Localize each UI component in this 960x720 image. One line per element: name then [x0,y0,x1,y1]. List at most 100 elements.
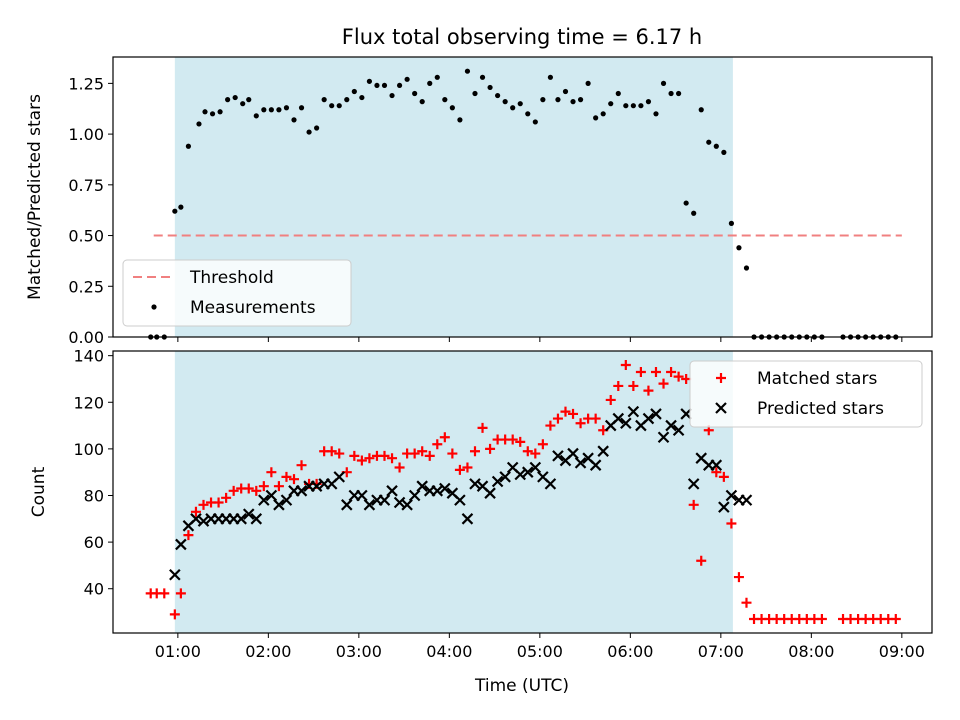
data-point [250,513,263,525]
data-point [673,371,684,382]
data-point [477,422,488,433]
data-point [544,478,557,490]
data-point [298,105,305,111]
data-point [169,609,180,620]
x-tick-label: 03:00 [336,642,382,661]
x-tick-label: 06:00 [607,642,653,661]
x-tick-label: 09:00 [879,642,925,661]
data-point [374,82,380,89]
data-point [593,115,599,121]
data-point [336,103,342,109]
data-point [349,450,360,461]
data-point [198,499,209,510]
data-point [235,513,247,525]
data-point [442,97,448,103]
y-tick-label: 1.00 [68,125,104,144]
data-point [570,99,576,105]
data-point [710,459,723,471]
data-point [276,107,282,113]
data-point [209,111,216,117]
data-point [326,446,337,457]
data-point [495,92,501,99]
data-point [344,97,350,103]
data-point [424,450,435,461]
data-point [389,92,395,99]
data-point [159,588,170,599]
x-tick-label: 02:00 [245,642,291,661]
data-point [653,111,659,117]
data-point [635,366,646,377]
data-point [351,88,357,95]
data-point [314,125,320,131]
legend-measurements-swatch [151,304,157,310]
data-point [243,483,254,494]
data-point [597,445,609,457]
data-point [680,408,692,420]
y-tick-label: 1.25 [68,74,104,93]
data-point [412,90,418,97]
legend-matched-swatch [716,373,726,383]
y-tick-label: 0.50 [68,227,104,246]
data-point [743,265,750,271]
data-point [658,378,669,389]
data-point [457,117,463,123]
data-point [721,149,727,155]
data-point [217,109,223,115]
data-point [228,485,239,496]
data-point [706,139,712,145]
data-point [575,418,586,429]
data-point [545,420,556,431]
data-point [175,538,187,551]
data-point [484,487,496,499]
data-point [273,481,284,492]
data-point [464,68,471,74]
data-point [627,405,640,418]
data-point [668,90,674,97]
data-point [253,113,259,119]
data-point [416,480,428,492]
chart-title: Flux total observing time = 6.17 h [342,25,702,49]
data-point [620,417,632,430]
data-point [529,461,542,474]
x-tick-label: 01:00 [155,642,201,661]
data-point [726,518,737,529]
data-point [225,97,231,103]
data-point [469,446,480,457]
data-point [728,220,734,226]
data-point [589,459,602,471]
data-point [485,443,496,454]
data-point [439,482,451,495]
data-point [454,494,466,506]
y-tick-label: 40 [84,580,104,599]
data-point [281,471,292,482]
data-point [242,508,255,520]
data-point [432,439,443,450]
data-point [381,82,388,89]
data-point [213,497,224,508]
data-point [605,394,616,405]
data-point [175,588,186,599]
legend-threshold-label: Threshold [189,268,274,288]
data-point [404,76,410,82]
data-point [525,111,531,117]
data-point [306,129,312,135]
data-point [419,99,425,105]
data-point [447,448,458,459]
data-point [638,103,644,109]
data-point [329,103,335,109]
data-point [725,489,738,502]
data-point [733,572,744,583]
ratio-panel: 0.00 0.25 0.50 0.75 1.00 1.25 Threshold Measure… [68,56,933,347]
data-point [454,464,465,475]
data-point [185,143,192,149]
data-point [341,499,353,511]
data-point [364,453,375,464]
y-tick-label: 0.75 [68,176,104,195]
data-point [449,105,455,111]
data-point [600,111,606,117]
data-point [560,406,571,417]
data-point [540,97,546,103]
data-point [676,90,682,97]
x-tick-label: 04:00 [426,642,472,661]
